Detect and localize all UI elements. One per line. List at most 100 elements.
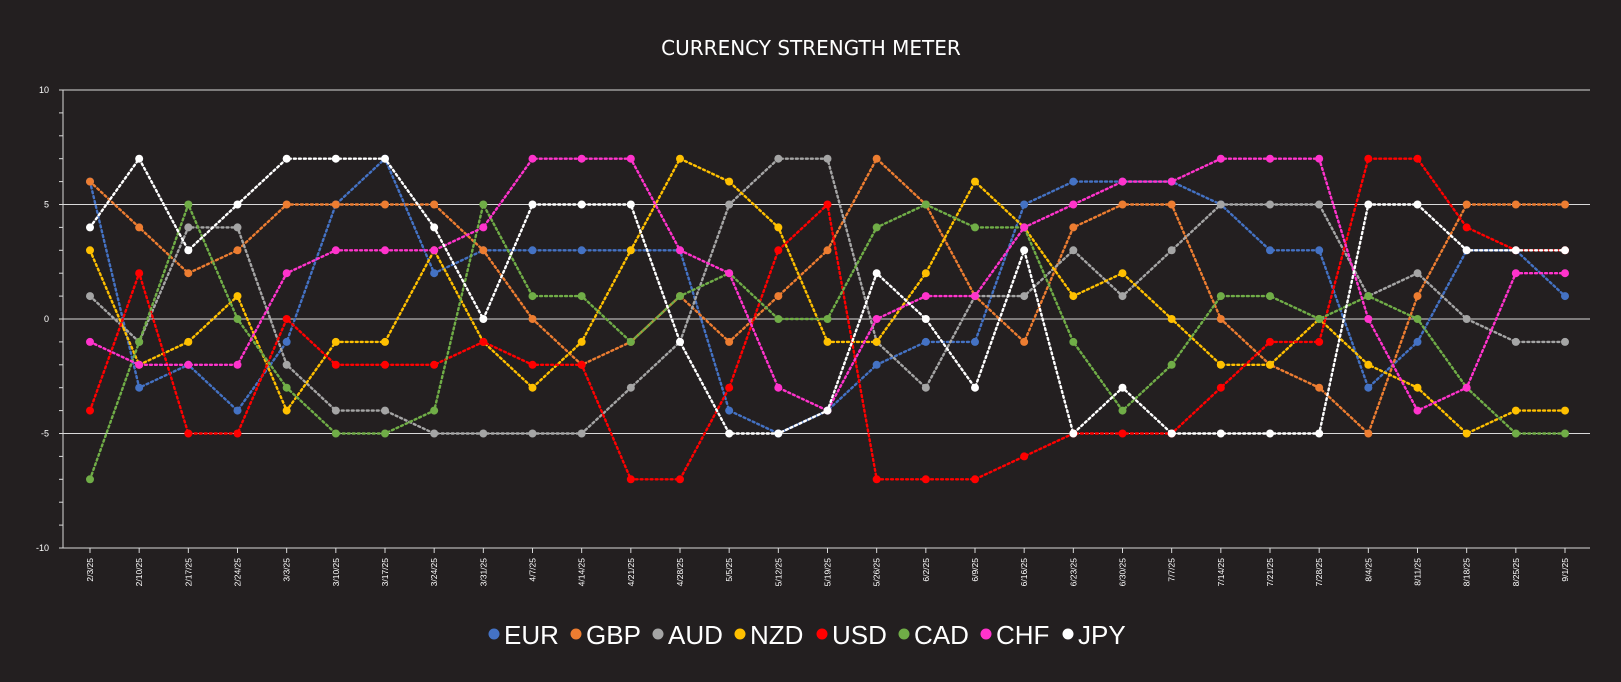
- data-point-usd: [774, 246, 783, 255]
- y-tick-label: -5: [41, 429, 49, 439]
- data-point-gbp: [1364, 429, 1373, 438]
- x-tick-label: 7/28/25: [1314, 558, 1324, 587]
- data-point-eur: [528, 246, 537, 255]
- data-point-jpy: [774, 429, 783, 438]
- data-point-aud: [1462, 315, 1471, 323]
- data-point-cad: [1167, 360, 1176, 369]
- legend-item-aud: AUD: [652, 620, 723, 650]
- data-point-jpy: [626, 200, 635, 209]
- series-line-aud: [88, 157, 1567, 435]
- data-point-chf: [184, 360, 193, 369]
- data-point-nzd: [282, 406, 291, 415]
- y-tick-label: 0: [44, 314, 49, 324]
- data-point-cad: [971, 223, 979, 232]
- data-point-jpy: [184, 246, 193, 255]
- data-point-jpy: [233, 200, 242, 209]
- x-tick-label: 2/10/25: [134, 558, 144, 587]
- data-point-usd: [1118, 429, 1127, 438]
- y-tick-label: 5: [44, 200, 49, 210]
- x-tick-label: 2/17/25: [183, 558, 193, 587]
- data-point-aud: [1315, 200, 1324, 209]
- x-tick-label: 6/9/25: [970, 558, 980, 582]
- data-point-aud: [1266, 200, 1274, 209]
- data-point-chf: [430, 246, 439, 255]
- legend-marker-jpy: [1062, 628, 1074, 640]
- data-point-eur: [971, 337, 979, 346]
- data-point-cad: [872, 223, 881, 232]
- data-point-usd: [1266, 337, 1274, 346]
- legend-item-nzd: NZD: [734, 620, 803, 650]
- data-point-aud: [528, 429, 537, 438]
- x-tick-label: 7/14/25: [1216, 558, 1226, 587]
- data-point-usd: [626, 475, 635, 484]
- data-point-nzd: [921, 269, 930, 278]
- series-chf: [86, 154, 1569, 415]
- data-point-jpy: [1561, 246, 1569, 255]
- data-point-usd: [1020, 452, 1029, 461]
- legend-marker-aud: [652, 628, 664, 640]
- x-tick-label: 2/24/25: [233, 558, 243, 587]
- data-point-aud: [823, 154, 832, 163]
- data-point-gbp: [1118, 200, 1127, 209]
- data-point-aud: [381, 406, 389, 415]
- series-line-nzd: [88, 157, 1567, 435]
- data-point-eur: [430, 269, 439, 278]
- data-point-eur: [1561, 292, 1569, 301]
- data-point-chf: [1020, 223, 1029, 232]
- data-point-jpy: [430, 223, 439, 232]
- data-point-gbp: [430, 200, 439, 209]
- data-point-jpy: [1315, 429, 1324, 438]
- data-point-nzd: [1118, 269, 1127, 278]
- data-point-nzd: [676, 154, 684, 163]
- data-point-usd: [676, 475, 684, 484]
- legend-marker-cad: [898, 628, 910, 640]
- data-point-usd: [1364, 154, 1373, 163]
- series-nzd: [86, 154, 1569, 438]
- chart-title: CURRENCY STRENGTH METER: [661, 36, 961, 60]
- data-point-gbp: [1020, 337, 1029, 346]
- data-point-aud: [626, 383, 635, 392]
- data-point-aud: [577, 429, 586, 438]
- data-point-jpy: [1069, 429, 1078, 438]
- data-point-eur: [1413, 337, 1422, 346]
- data-point-aud: [1069, 246, 1078, 255]
- data-point-jpy: [1364, 200, 1373, 209]
- data-point-gbp: [86, 177, 94, 186]
- x-tick-label: 6/16/25: [1019, 558, 1029, 587]
- data-point-jpy: [331, 154, 340, 163]
- legend-label-jpy: JPY: [1078, 620, 1126, 650]
- data-point-usd: [86, 406, 94, 415]
- legend-item-chf: CHF: [980, 620, 1049, 650]
- x-tick-label: 5/5/25: [724, 558, 734, 582]
- data-point-usd: [430, 360, 439, 369]
- data-point-cad: [1511, 429, 1520, 438]
- data-point-chf: [282, 269, 291, 278]
- data-point-aud: [1413, 269, 1422, 278]
- x-tick-label: 4/28/25: [675, 558, 685, 587]
- data-point-chf: [86, 337, 94, 346]
- data-point-gbp: [823, 246, 832, 255]
- series-layer: [86, 154, 1569, 484]
- data-point-eur: [1020, 200, 1029, 209]
- x-tick-label: 9/1/25: [1560, 558, 1570, 582]
- data-point-usd: [184, 429, 193, 438]
- data-point-usd: [1315, 337, 1324, 346]
- legend-item-jpy: JPY: [1062, 620, 1126, 650]
- x-tick-label: 3/24/25: [429, 558, 439, 587]
- data-point-gbp: [1511, 200, 1520, 209]
- legend-item-usd: USD: [816, 620, 887, 650]
- data-point-jpy: [725, 429, 734, 438]
- data-point-cad: [1216, 292, 1225, 301]
- data-point-eur: [872, 360, 881, 369]
- data-point-chf: [1167, 177, 1176, 186]
- data-point-aud: [86, 292, 94, 301]
- x-tick-label: 6/2/25: [921, 558, 931, 582]
- data-point-jpy: [971, 383, 979, 392]
- data-point-chf: [774, 383, 783, 392]
- data-point-gbp: [1216, 315, 1225, 323]
- data-point-usd: [577, 360, 586, 369]
- data-point-aud: [331, 406, 340, 415]
- data-point-gbp: [528, 315, 537, 323]
- x-tick-label: 3/10/25: [331, 558, 341, 587]
- data-point-jpy: [1462, 246, 1471, 255]
